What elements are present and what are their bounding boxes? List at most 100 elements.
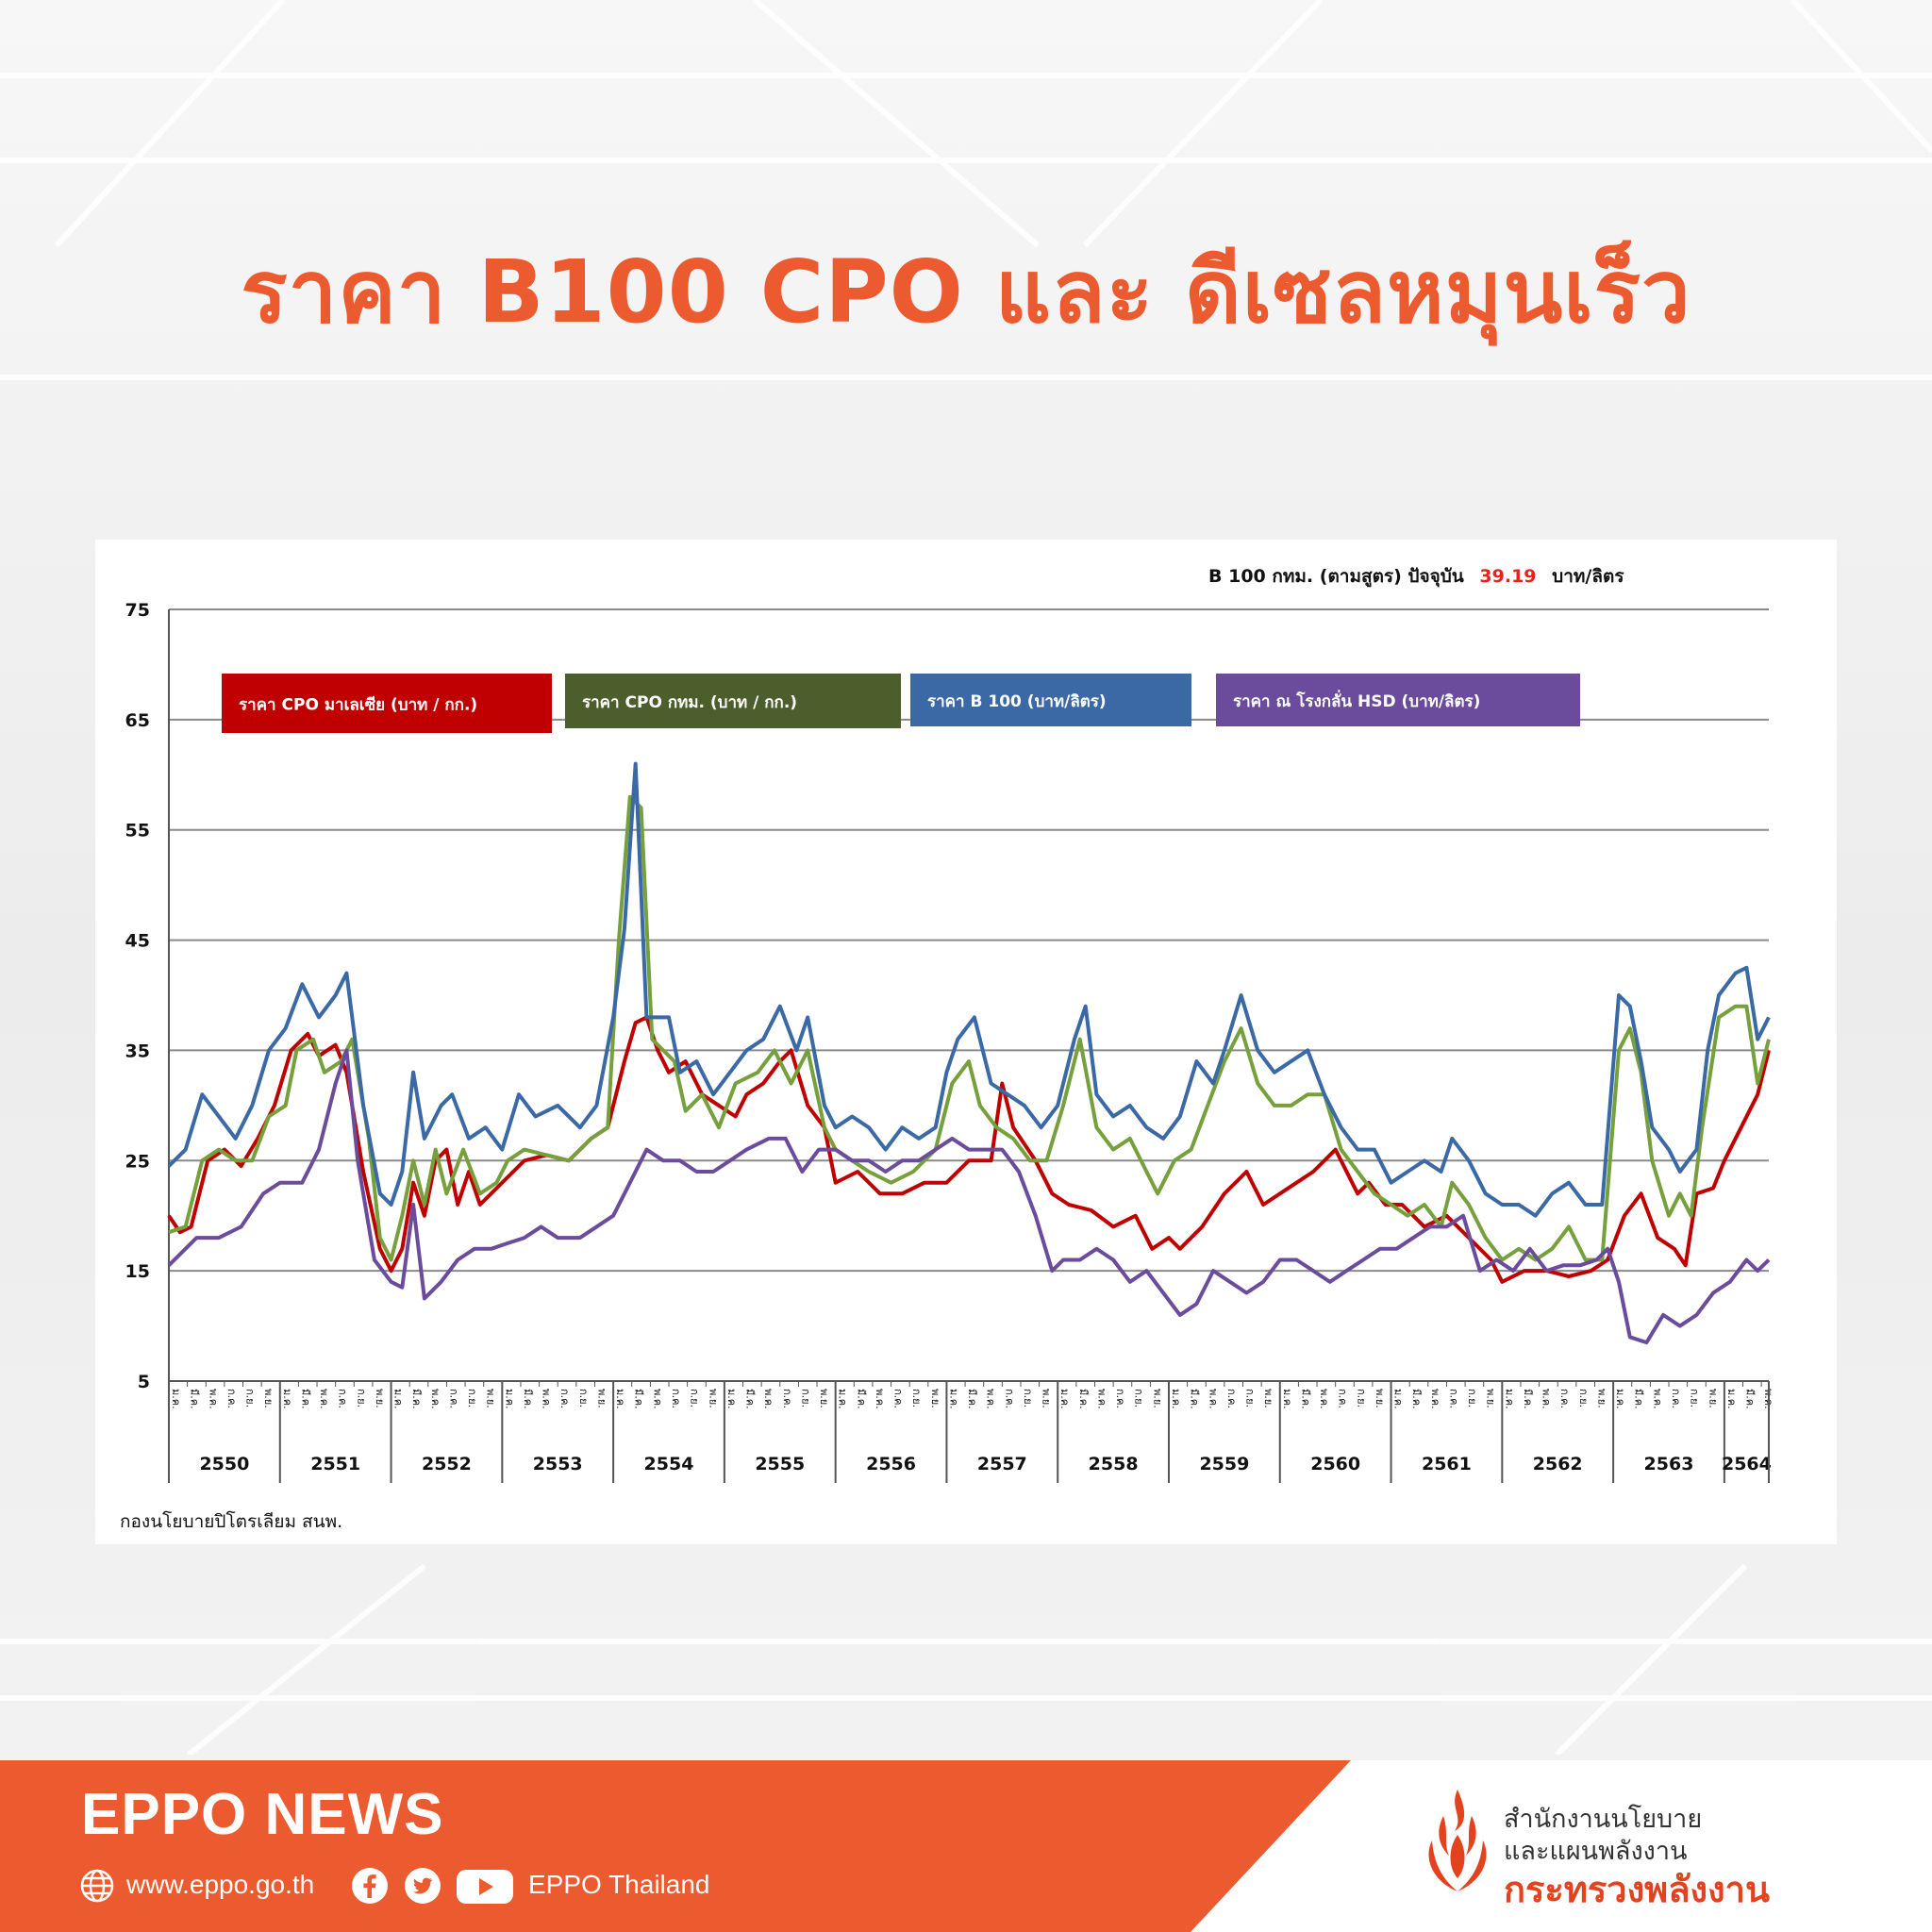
x-tick-label: ก.ย. xyxy=(244,1389,257,1407)
x-tick-label: ม.ค. xyxy=(503,1389,515,1409)
x-tick-label: พ.ค. xyxy=(1318,1389,1330,1409)
x-tick-label: ก.ย. xyxy=(355,1389,367,1407)
footer xyxy=(0,1760,1932,1932)
x-tick-label: มี.ค. xyxy=(1077,1389,1090,1409)
x-tick-label: ก.ย. xyxy=(1022,1389,1034,1407)
year-label-2553: 2553 xyxy=(533,1454,583,1474)
x-tick-label: ม.ค. xyxy=(1170,1389,1182,1409)
y-tick-label: 5 xyxy=(138,1372,150,1392)
x-tick-label: ก.ย. xyxy=(1244,1389,1257,1407)
legend-box-4 xyxy=(1216,674,1580,726)
x-tick-label: ก.ค. xyxy=(225,1389,238,1408)
x-tick-label: ก.ค. xyxy=(447,1389,459,1408)
x-tick-label: ก.ค. xyxy=(1003,1389,1015,1408)
x-tick-label: ก.ย. xyxy=(910,1389,923,1407)
x-tick-label: มี.ค. xyxy=(1189,1389,1201,1409)
x-tick-label: ก.ค. xyxy=(1670,1389,1682,1408)
x-tick-label: ก.ค. xyxy=(670,1389,682,1408)
year-label-2557: 2557 xyxy=(977,1454,1027,1474)
series-lines xyxy=(167,761,1771,1345)
year-label-2554: 2554 xyxy=(644,1454,694,1474)
x-tick-label: ก.ย. xyxy=(1355,1389,1367,1407)
series-line-2 xyxy=(168,794,1771,1262)
x-tick-label: มี.ค. xyxy=(299,1389,311,1409)
background-pattern xyxy=(0,0,1932,1755)
year-label-2564: 2564 xyxy=(1722,1454,1772,1474)
x-tick-label: ม.ค. xyxy=(1614,1389,1626,1409)
x-tick-label: พ.ค. xyxy=(207,1389,219,1409)
x-tick-label: ม.ค. xyxy=(1725,1389,1738,1409)
website-link[interactable]: www.eppo.go.th xyxy=(126,1870,315,1899)
footer-band xyxy=(0,1760,1351,1932)
y-tick-label: 25 xyxy=(125,1151,150,1172)
price-line-chart: 5 15 25 35 45 55 65 75 ม.ค. มี.ค. พ.ค. ก.ค. ก.ย. พ.ย… xyxy=(120,566,1774,1532)
year-label-2558: 2558 xyxy=(1089,1454,1139,1474)
x-tick-label: ก.ย. xyxy=(1133,1389,1145,1407)
y-tick-labels: 5 15 25 35 45 55 65 75 xyxy=(125,600,150,1392)
brand-name: EPPO NEWS xyxy=(81,1782,444,1847)
x-tick-label: มี.ค. xyxy=(1410,1389,1423,1409)
x-tick-label: ก.ค. xyxy=(1337,1389,1349,1408)
y-tick-label: 75 xyxy=(125,600,150,621)
x-tick-label: พ.ค. xyxy=(1541,1389,1553,1409)
x-tick-label: มี.ค. xyxy=(189,1389,201,1409)
x-tick-label: ก.ย. xyxy=(466,1389,478,1407)
x-tick-label: พ.ย. xyxy=(1485,1389,1497,1408)
x-tick-label: ก.ค. xyxy=(337,1389,349,1408)
current-price-value: 39.19 xyxy=(1479,566,1536,587)
legend-label-1: ราคา CPO มาเลเซีย (บาท / กก.) xyxy=(239,695,477,715)
x-tick-label: พ.ค. xyxy=(1651,1389,1663,1409)
x-tick-label: มี.ค. xyxy=(633,1389,645,1409)
x-tick-label: ก.ค. xyxy=(1114,1389,1126,1408)
x-tick-label: พ.ค. xyxy=(762,1389,774,1409)
x-tick-label: พ.ย. xyxy=(1151,1389,1163,1408)
globe-icon[interactable] xyxy=(79,1868,115,1904)
x-tick-label: มี.ค. xyxy=(1744,1389,1757,1409)
x-tick-label: ม.ค. xyxy=(392,1389,405,1409)
legend-label-4: ราคา ณ โรงกลั่น HSD (บาท/ลิตร) xyxy=(1233,690,1480,711)
twitter-icon[interactable] xyxy=(404,1867,441,1905)
x-tick-label: พ.ค. xyxy=(1095,1389,1108,1409)
social-handle[interactable]: EPPO Thailand xyxy=(528,1870,710,1899)
x-tick-label: พ.ค. xyxy=(429,1389,441,1409)
x-tick-label: ก.ย. xyxy=(1466,1389,1478,1407)
x-tick-label: ม.ค. xyxy=(1392,1389,1405,1409)
youtube-icon[interactable] xyxy=(455,1868,515,1906)
year-label-2561: 2561 xyxy=(1422,1454,1472,1474)
x-tick-label: พ.ย. xyxy=(262,1389,275,1408)
x-tick-label: พ.ย. xyxy=(818,1389,830,1408)
x-tick-label: พ.ค. xyxy=(541,1389,553,1409)
chart-source: กองนโยบายปิโตรเลียม สนพ. xyxy=(120,1510,342,1532)
x-axis: ม.ค. มี.ค. พ.ค. ก.ค. ก.ย. พ.ย. ม.ค. มี.ค. พ.ค. ก.… xyxy=(168,609,1774,1483)
facebook-icon[interactable] xyxy=(351,1867,389,1905)
x-tick-label: ม.ค. xyxy=(1281,1389,1293,1409)
x-tick-label: ก.ค. xyxy=(1447,1389,1459,1408)
current-price-prefix: B 100 กทม. (ตามสูตร) ปัจจุบัน xyxy=(1208,566,1464,588)
series-line-1 xyxy=(167,1015,1771,1284)
x-tick-label: พ.ย. xyxy=(595,1389,608,1408)
org-name-line2: และแผนพลังงาน xyxy=(1504,1837,1688,1866)
year-label-2551: 2551 xyxy=(310,1454,360,1474)
y-tick-label: 35 xyxy=(125,1041,150,1061)
x-tick-label: พ.ย. xyxy=(1262,1389,1274,1408)
x-tick-label: พ.ย. xyxy=(1374,1389,1386,1408)
x-tick-label: พ.ค. xyxy=(318,1389,330,1409)
x-tick-label: ม.ค. xyxy=(947,1389,959,1409)
x-tick-label: พ.ค. xyxy=(985,1389,997,1409)
chart-card: 5 15 25 35 45 55 65 75 ม.ค. มี.ค. พ.ค. ก.ค. ก.ย. พ.ย… xyxy=(95,540,1837,1544)
x-tick-label: พ.ย. xyxy=(1707,1389,1719,1408)
x-tick-label: ก.ย. xyxy=(799,1389,811,1407)
x-tick-label: ก.ย. xyxy=(1577,1389,1590,1407)
series-line-3 xyxy=(167,761,1771,1218)
x-tick-label: ม.ค. xyxy=(837,1389,849,1409)
current-price-unit: บาท/ลิตร xyxy=(1552,566,1624,587)
year-label-2555: 2555 xyxy=(755,1454,805,1474)
year-label-2562: 2562 xyxy=(1533,1454,1583,1474)
x-tick-label: มี.ค. xyxy=(1522,1389,1534,1409)
year-label-2563: 2563 xyxy=(1644,1454,1694,1474)
x-tick-label: พ.ย. xyxy=(707,1389,719,1408)
y-tick-label: 15 xyxy=(125,1261,150,1282)
x-tick-label: ก.ค. xyxy=(1225,1389,1238,1408)
x-tick-label: มี.ค. xyxy=(1633,1389,1645,1409)
legend-box-1 xyxy=(222,674,552,733)
